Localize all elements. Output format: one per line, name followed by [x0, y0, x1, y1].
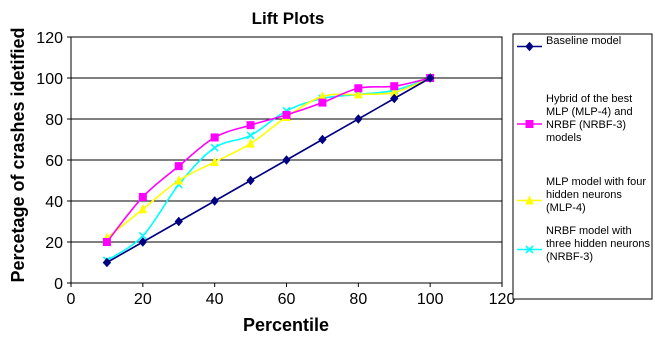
data-point [102, 257, 112, 268]
data-point [246, 175, 255, 186]
legend-label: NRBF (NRBF-3) [546, 119, 626, 131]
legend-label: MLP model with four [546, 176, 646, 188]
y-tick-label: 60 [45, 153, 63, 170]
x-axis-title: Percentile [243, 315, 329, 335]
data-point [246, 138, 255, 148]
legend-label: Hybrid of the best [546, 93, 632, 105]
x-tick-label: 60 [278, 291, 296, 308]
legend-label: (MLP-4) [546, 202, 586, 214]
data-point [426, 73, 435, 83]
x-tick-label: 80 [349, 291, 367, 308]
data-point [210, 133, 219, 142]
data-point [318, 134, 327, 145]
x-tick-label: 20 [134, 291, 152, 308]
legend-label: models [546, 132, 582, 144]
data-point [282, 155, 291, 165]
legend-label: Baseline model [546, 35, 621, 47]
legend-label: (NRBF-3) [546, 251, 593, 263]
data-point [138, 192, 147, 201]
data-point [390, 82, 399, 91]
x-tick-label: 0 [67, 291, 76, 308]
series-line [106, 77, 431, 262]
series-layer [102, 72, 435, 268]
data-point [138, 204, 148, 214]
legend-marker [525, 120, 534, 128]
legend-box [512, 33, 653, 300]
y-axis-title: Percetage of crashes idetified [8, 27, 28, 282]
y-tick-label: 120 [36, 30, 63, 47]
legend-marker [525, 245, 534, 254]
data-point [354, 89, 363, 99]
data-point [210, 196, 219, 206]
data-point [354, 114, 363, 124]
legend-label: NRBF model with [546, 225, 632, 237]
y-axis-ticks: 0 20 40 60 80 100 120 [36, 30, 71, 293]
legend-label: MLP (MLP-4) and [546, 106, 633, 118]
y-tick-label: 40 [45, 194, 63, 211]
series-line [106, 77, 431, 243]
data-point [138, 231, 147, 240]
legend-entry-0: Baseline model [517, 35, 621, 52]
x-tick-label: 40 [206, 291, 224, 308]
x-tick-label: 100 [417, 291, 444, 308]
data-point [138, 237, 147, 247]
data-point [210, 143, 219, 152]
y-tick-label: 80 [45, 112, 63, 129]
data-point [318, 98, 327, 107]
data-point [102, 238, 111, 246]
x-tick-label: 120 [489, 291, 516, 308]
marker-stroke [246, 131, 255, 140]
legend-marker [525, 195, 534, 205]
data-point [354, 84, 363, 93]
marker-stroke [525, 245, 534, 254]
data-point [210, 156, 219, 167]
y-tick-label: 100 [36, 71, 63, 88]
data-point [390, 93, 399, 104]
legend-marker [525, 41, 534, 52]
x-axis-ticks: 0 20 40 60 80 100 120 [67, 283, 516, 308]
series-2 [102, 72, 435, 242]
legend-label: hidden neurons [546, 189, 622, 201]
legend-label: three hidden neurons [546, 238, 650, 250]
chart-title: Lift Plots [252, 9, 325, 28]
series-line [106, 77, 431, 239]
y-tick-label: 0 [54, 276, 63, 293]
y-tick-label: 20 [45, 235, 63, 252]
data-point [246, 131, 255, 140]
data-point [174, 162, 183, 171]
marker-stroke [210, 143, 219, 152]
data-point [174, 175, 184, 185]
gridlines [71, 36, 502, 243]
series-0 [102, 73, 435, 268]
data-point [174, 216, 183, 227]
marker-stroke [138, 231, 147, 240]
data-point [282, 110, 291, 119]
series-line [106, 77, 431, 264]
data-point [246, 121, 255, 130]
